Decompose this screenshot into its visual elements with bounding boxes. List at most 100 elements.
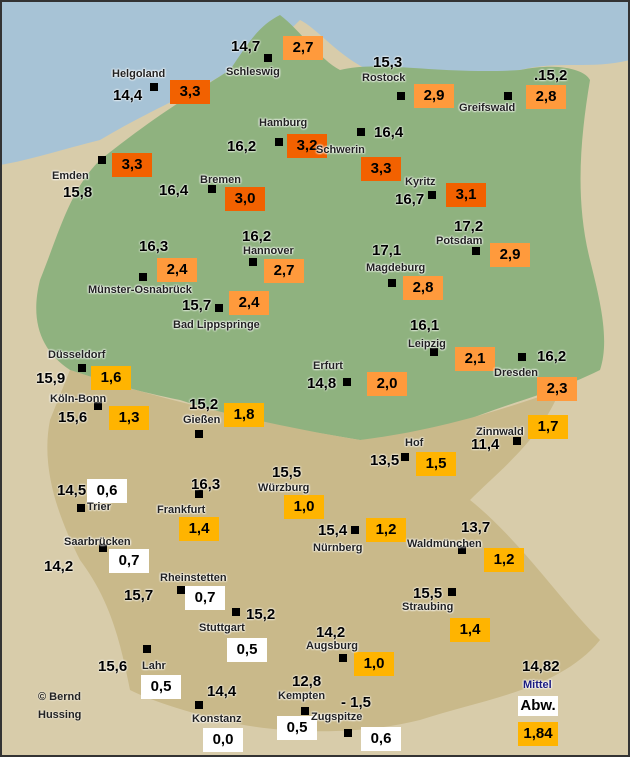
station-name: Schwerin <box>316 144 365 156</box>
station-marker <box>397 92 405 100</box>
anomaly: 1,5 <box>416 452 456 476</box>
temperature: 17,2 <box>454 218 484 235</box>
anomaly: 1,0 <box>284 495 324 519</box>
station-name: Bremen <box>200 174 241 186</box>
temperature: 12,8 <box>292 673 322 690</box>
temperature: 15,7 <box>182 297 212 314</box>
station-name: Frankfurt <box>157 504 206 516</box>
temperature: 16,7 <box>395 191 425 208</box>
station-marker <box>430 348 438 356</box>
station-name: Düsseldorf <box>48 349 106 361</box>
anomaly: 3,3 <box>112 153 152 177</box>
station-name: Schleswig <box>226 66 280 78</box>
temperature: 15,7 <box>124 587 154 604</box>
anomaly: 3,3 <box>361 157 401 181</box>
station-name: Helgoland <box>112 68 166 80</box>
temperature: 15,5 <box>413 585 443 602</box>
station-marker <box>139 273 147 281</box>
anomaly: 0,7 <box>185 586 225 610</box>
temperature: 16,3 <box>139 238 169 255</box>
anomaly: 0,7 <box>109 549 149 573</box>
station-marker <box>177 586 185 594</box>
station-name: Zugspitze <box>311 711 363 723</box>
temperature: 14,2 <box>44 558 74 575</box>
station-marker <box>513 437 521 445</box>
anomaly: 0,5 <box>227 638 267 662</box>
station-name: Gießen <box>183 414 221 426</box>
temperature: .15,2 <box>534 67 568 84</box>
station-name: Hamburg <box>259 117 308 129</box>
station-marker <box>339 654 347 662</box>
anomaly: 1,0 <box>354 652 394 676</box>
anomaly: 1,2 <box>484 548 524 572</box>
station-marker <box>448 588 456 596</box>
station-name: Straubing <box>402 601 454 613</box>
anomaly: 1,3 <box>109 406 149 430</box>
anomaly: 1,4 <box>179 517 219 541</box>
station-marker <box>275 138 283 146</box>
temperature: 15,2 <box>189 396 219 413</box>
station-marker <box>357 128 365 136</box>
anomaly: 1,8 <box>224 403 264 427</box>
station-marker <box>195 430 203 438</box>
temperature: 15,3 <box>373 54 403 71</box>
temperature: 16,2 <box>242 228 272 245</box>
anomaly: 0,5 <box>141 675 181 699</box>
station-name: Lahr <box>142 660 166 672</box>
anomaly: 3,1 <box>446 183 486 207</box>
station-marker <box>344 729 352 737</box>
mean-anomaly: 1,84 <box>518 722 558 746</box>
station-marker <box>98 156 106 164</box>
temperature: 15,8 <box>63 184 93 201</box>
anomaly: 2,0 <box>367 372 407 396</box>
station-name: Magdeburg <box>366 262 426 274</box>
temperature: 16,4 <box>159 182 189 199</box>
station-name: Potsdam <box>436 235 483 247</box>
copyright: © Bernd Hussing <box>38 688 81 724</box>
temperature: 13,5 <box>370 452 400 469</box>
station-name: Leipzig <box>408 338 446 350</box>
station-name: Kyritz <box>405 176 436 188</box>
temperature: 15,6 <box>58 409 88 426</box>
station-name: Kempten <box>278 690 326 702</box>
station-marker <box>388 279 396 287</box>
station-name: Stuttgart <box>199 622 245 634</box>
station-name: Greifswald <box>459 102 516 114</box>
station-marker <box>518 353 526 361</box>
temperature: 15,5 <box>272 464 302 481</box>
station-marker <box>143 645 151 653</box>
temperature: 14,8 <box>307 375 337 392</box>
temperature: 14,4 <box>207 683 237 700</box>
station-marker <box>215 304 223 312</box>
station-name: Waldmünchen <box>407 538 482 550</box>
anomaly: 1,2 <box>366 518 406 542</box>
station-marker <box>77 504 85 512</box>
station-marker <box>343 378 351 386</box>
temperature: 13,7 <box>461 519 491 536</box>
anomaly: 2,9 <box>414 84 454 108</box>
anomaly: 1,7 <box>528 415 568 439</box>
temperature: 16,3 <box>191 476 221 493</box>
station-name: Zinnwald <box>476 426 524 438</box>
station-name: Bad Lippspringe <box>173 319 260 331</box>
temperature: 15,9 <box>36 370 66 387</box>
temperature: 16,4 <box>374 124 404 141</box>
station-marker <box>232 608 240 616</box>
station-marker <box>195 701 203 709</box>
copyright-line: © Bernd <box>38 691 81 703</box>
station-name: Trier <box>87 501 111 513</box>
station-name: Rheinstetten <box>160 572 227 584</box>
station-name: Hannover <box>243 245 294 257</box>
anomaly: 3,3 <box>170 80 210 104</box>
station-marker <box>401 453 409 461</box>
station-name: Köln-Bonn <box>50 393 107 405</box>
anomaly: 3,2 <box>287 134 327 158</box>
copyright-line: Hussing <box>38 709 82 721</box>
temperature: 17,1 <box>372 242 402 259</box>
temperature: 15,2 <box>246 606 276 623</box>
station-marker <box>94 402 102 410</box>
station-name: Saarbrücken <box>64 536 131 548</box>
anomaly: 3,0 <box>225 187 265 211</box>
